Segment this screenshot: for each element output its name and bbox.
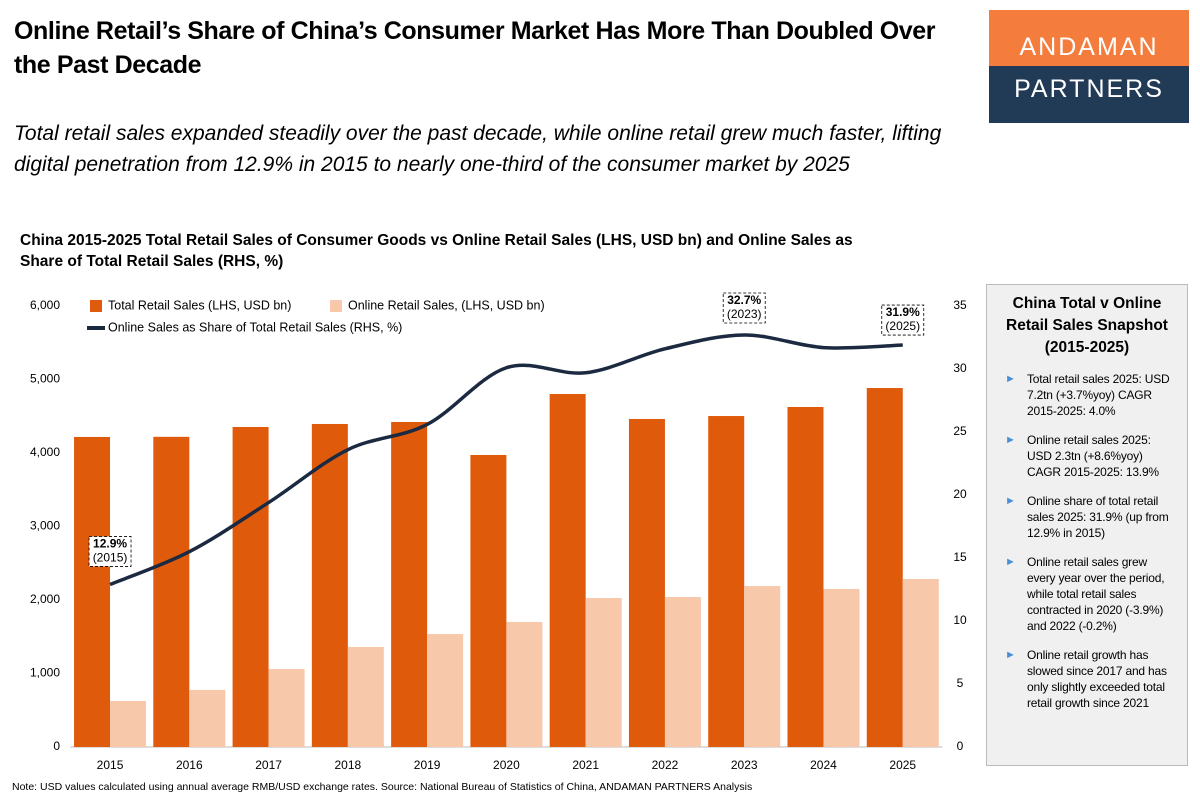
x-tick-label: 2021 bbox=[572, 758, 599, 772]
bar bbox=[347, 646, 384, 747]
x-tick-label: 2022 bbox=[652, 758, 679, 772]
bar bbox=[311, 423, 348, 747]
data-label: 12.9% bbox=[93, 537, 127, 551]
title: Online Retail’s Share of China’s Consume… bbox=[14, 17, 936, 79]
legend-swatch bbox=[90, 300, 102, 312]
y-tick-label: 0 bbox=[53, 739, 60, 753]
logo: ANDAMAN PARTNERS bbox=[989, 10, 1189, 123]
sidebar-title: China Total v Online Retail Sales Snapsh… bbox=[1006, 295, 1168, 356]
bar bbox=[74, 436, 111, 747]
annotation: (2023) bbox=[727, 307, 762, 321]
sidebar-bullet: Online retail sales grew every year over… bbox=[1005, 554, 1177, 634]
sidebar-bullet: Total retail sales 2025: USD 7.2tn (+3.7… bbox=[1005, 371, 1177, 419]
bar bbox=[232, 426, 269, 747]
data-label: 31.9% bbox=[886, 305, 920, 319]
bar bbox=[427, 634, 464, 747]
x-tick-label: 2019 bbox=[414, 758, 441, 772]
chart-title: China 2015-2025 Total Retail Sales of Co… bbox=[20, 232, 857, 270]
y2-tick-label: 30 bbox=[953, 361, 967, 375]
chart: China 2015-2025 Total Retail Sales of Co… bbox=[20, 232, 967, 772]
y-tick-label: 5,000 bbox=[30, 372, 60, 386]
bar bbox=[823, 588, 860, 747]
annotation-box bbox=[881, 304, 925, 336]
sidebar: China Total v Online Retail Sales Snapsh… bbox=[986, 284, 1188, 766]
bar bbox=[391, 421, 428, 747]
bar bbox=[708, 416, 745, 747]
bar bbox=[664, 596, 701, 747]
x-tick-label: 2016 bbox=[176, 758, 203, 772]
y-tick-label: 1,000 bbox=[30, 666, 60, 680]
x-tick-label: 2024 bbox=[810, 758, 837, 772]
x-tick-label: 2017 bbox=[255, 758, 282, 772]
sidebar-list: Total retail sales 2025: USD 7.2tn (+3.7… bbox=[987, 371, 1187, 711]
sidebar-bullet: Online retail growth has slowed since 20… bbox=[1005, 647, 1177, 711]
y2-tick-label: 5 bbox=[957, 676, 964, 690]
y2-tick-label: 15 bbox=[953, 550, 967, 564]
annotation-box bbox=[722, 292, 766, 324]
bar bbox=[189, 689, 226, 747]
bar bbox=[787, 406, 824, 747]
bar bbox=[470, 454, 507, 747]
bar bbox=[110, 700, 147, 747]
legend-label: Online Sales as Share of Total Retail Sa… bbox=[108, 320, 402, 334]
y2-tick-label: 10 bbox=[953, 613, 967, 627]
sidebar-bullet: Online retail sales 2025: USD 2.3tn (+8.… bbox=[1005, 432, 1177, 480]
y-tick-label: 6,000 bbox=[30, 298, 60, 312]
y2-tick-label: 0 bbox=[957, 739, 964, 753]
y-tick-label: 2,000 bbox=[30, 592, 60, 606]
data-label: 32.7% bbox=[727, 293, 761, 307]
logo-bottom: PARTNERS bbox=[989, 66, 1189, 123]
chart-title-line: Share of Total Retail Sales (RHS, %) bbox=[20, 253, 283, 270]
x-tick-label: 2023 bbox=[731, 758, 758, 772]
subtitle: Total retail sales expanded steadily ove… bbox=[14, 122, 942, 176]
legend-swatch bbox=[330, 300, 342, 312]
y2-tick-label: 20 bbox=[953, 487, 967, 501]
bar bbox=[549, 393, 586, 747]
y2-tick-label: 35 bbox=[953, 298, 967, 312]
annotation-box bbox=[88, 536, 132, 567]
bar bbox=[585, 598, 622, 747]
note: Note: USD values calculated using annual… bbox=[12, 781, 753, 793]
x-tick-label: 2020 bbox=[493, 758, 520, 772]
bar bbox=[153, 436, 190, 747]
legend-label: Online Retail Sales, (LHS, USD bn) bbox=[348, 298, 545, 312]
x-tick-label: 2015 bbox=[97, 758, 124, 772]
bar bbox=[506, 621, 543, 747]
y-tick-label: 3,000 bbox=[30, 519, 60, 533]
bar bbox=[268, 669, 305, 747]
bar bbox=[902, 578, 939, 747]
logo-top: ANDAMAN bbox=[989, 10, 1189, 66]
bar bbox=[866, 388, 903, 747]
bar bbox=[744, 586, 781, 747]
annotation: (2025) bbox=[885, 319, 920, 333]
bar bbox=[628, 418, 665, 747]
chart-title-line: China 2015-2025 Total Retail Sales of Co… bbox=[20, 232, 857, 249]
sidebar-bullet: Online share of total retail sales 2025:… bbox=[1005, 493, 1177, 541]
x-tick-label: 2018 bbox=[335, 758, 362, 772]
x-tick-label: 2025 bbox=[889, 758, 916, 772]
y2-tick-label: 25 bbox=[953, 424, 967, 438]
y-tick-label: 4,000 bbox=[30, 445, 60, 459]
annotation: (2015) bbox=[93, 551, 128, 565]
line bbox=[109, 333, 903, 587]
legend-label: Total Retail Sales (LHS, USD bn) bbox=[108, 298, 291, 312]
